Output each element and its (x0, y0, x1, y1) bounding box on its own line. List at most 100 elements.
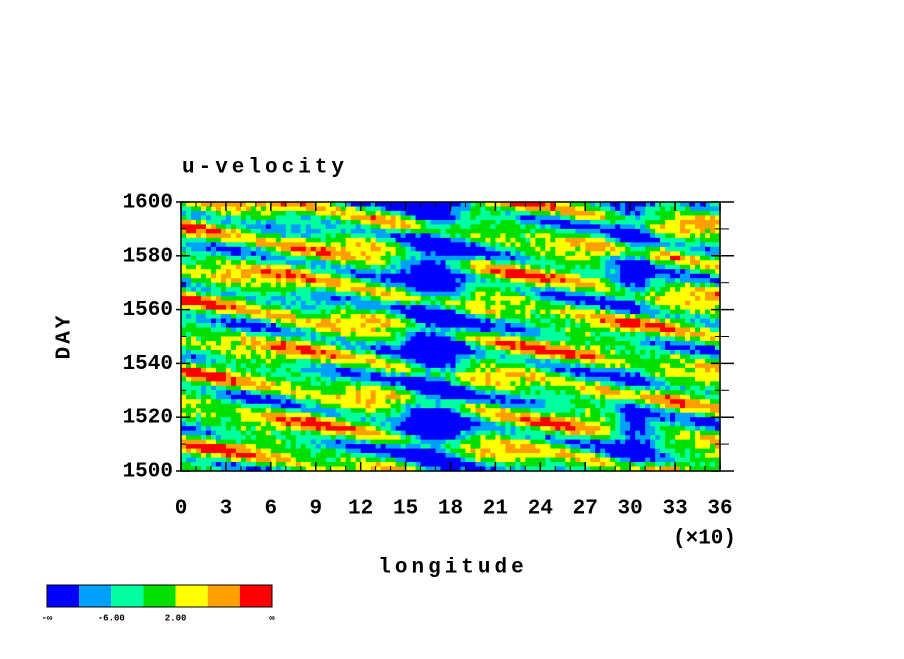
field-cell (325, 394, 332, 400)
field-cell (370, 358, 377, 364)
field-cell (430, 278, 437, 284)
field-cell (345, 224, 352, 230)
field-cell (565, 273, 571, 279)
field-cell (390, 363, 397, 369)
field-cell (625, 327, 631, 333)
field-cell (575, 291, 581, 297)
field-cell (670, 363, 676, 369)
field-cell (220, 390, 227, 396)
field-cell (190, 291, 197, 297)
field-cell (440, 260, 447, 266)
field-cell (510, 215, 516, 221)
field-cell (375, 233, 382, 239)
field-cell (535, 314, 541, 320)
field-cell (250, 345, 257, 351)
field-cell (515, 399, 521, 405)
field-cell (650, 237, 656, 243)
field-cell (230, 264, 237, 270)
field-cell (450, 210, 457, 217)
field-cell (560, 251, 566, 257)
field-cell (240, 210, 247, 217)
field-cell (520, 291, 526, 297)
field-cell (295, 367, 302, 373)
field-cell (500, 363, 506, 369)
field-cell (700, 287, 706, 293)
field-cell (290, 394, 297, 400)
field-cell (215, 215, 222, 221)
field-cell (280, 349, 287, 356)
field-cell (605, 287, 611, 293)
field-cell (580, 291, 586, 297)
field-cell (240, 206, 247, 212)
field-cell (240, 314, 247, 320)
field-cell (340, 242, 347, 248)
field-cell (215, 385, 222, 391)
field-cell (655, 327, 661, 333)
field-cell (590, 345, 596, 351)
field-cell (255, 237, 262, 243)
field-cell (240, 309, 247, 315)
field-cell (405, 282, 412, 288)
field-cell (685, 287, 691, 293)
field-cell (415, 273, 422, 279)
field-cell (240, 367, 247, 373)
field-cell (605, 336, 611, 342)
field-cell (345, 309, 352, 315)
field-cell (655, 269, 661, 275)
field-cell (280, 358, 287, 364)
field-cell (260, 385, 267, 391)
field-cell (615, 345, 621, 351)
field-cell (490, 273, 497, 279)
field-cell (455, 287, 462, 293)
field-cell (350, 381, 357, 387)
field-cell (610, 260, 616, 266)
field-cell (330, 358, 337, 364)
field-cell (205, 291, 212, 297)
field-cell (280, 224, 287, 230)
field-cell (650, 332, 656, 338)
field-cell (305, 367, 312, 373)
field-cell (540, 215, 546, 221)
field-cell (305, 215, 312, 221)
field-cell (670, 206, 676, 212)
field-cell (520, 305, 526, 311)
field-cell (460, 237, 467, 243)
field-cell (490, 219, 497, 226)
field-cell (220, 314, 227, 320)
field-cell (240, 300, 247, 306)
field-cell (540, 318, 546, 324)
field-cell (455, 282, 462, 288)
field-cell (705, 219, 711, 226)
field-cell (520, 399, 526, 405)
field-cell (295, 291, 302, 297)
field-cell (255, 255, 262, 261)
field-cell (370, 372, 377, 378)
field-cell (640, 242, 646, 248)
field-cell (410, 318, 417, 324)
field-cell (615, 372, 621, 378)
field-cell (325, 269, 332, 275)
field-cell (290, 219, 297, 226)
field-cell (370, 394, 377, 400)
field-cell (425, 309, 432, 315)
field-cell (350, 394, 357, 400)
field-cell (670, 255, 676, 261)
field-cell (315, 358, 322, 364)
field-cell (380, 246, 387, 252)
field-cell (470, 228, 477, 234)
field-cell (270, 300, 277, 306)
field-cell (220, 287, 227, 293)
field-cell (255, 363, 262, 369)
field-cell (635, 255, 641, 261)
field-cell (485, 287, 492, 293)
field-cell (195, 273, 202, 279)
field-cell (550, 381, 556, 387)
field-cell (225, 273, 232, 279)
field-cell (685, 381, 691, 387)
field-cell (220, 206, 227, 212)
field-cell (210, 287, 217, 293)
field-cell (650, 390, 656, 396)
field-cell (605, 264, 611, 270)
field-cell (455, 309, 462, 315)
field-cell (320, 408, 327, 414)
